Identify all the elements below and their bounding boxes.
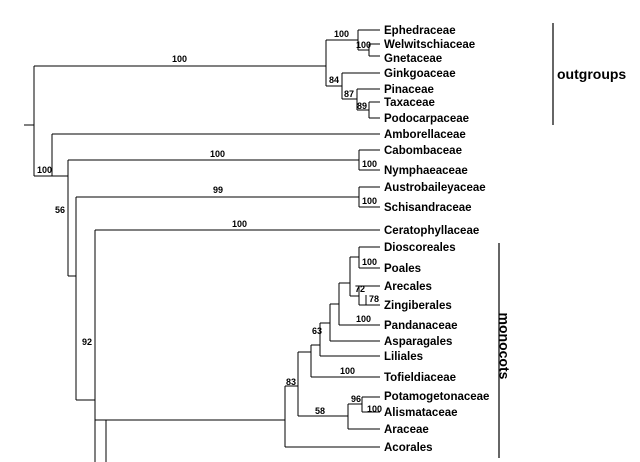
group-brackets: outgroups monocots [496, 23, 626, 458]
support-conifers: 84 [329, 75, 339, 85]
taxon-potamogetonaceae: Potamogetonaceae [384, 391, 489, 403]
taxon-araceae: Araceae [384, 424, 429, 436]
support-dioscoreales-poales: 100 [362, 257, 377, 267]
taxon-labels: Ephedraceae Welwitschiaceae Gnetaceae Gi… [384, 25, 489, 454]
support-pandanaceae: 100 [356, 314, 371, 324]
taxon-ephedraceae: Ephedraceae [384, 25, 456, 37]
taxon-arecales: Arecales [384, 281, 432, 293]
support-ceratophyllum-stem: 100 [232, 219, 247, 229]
taxon-austrobaileyaceae: Austrobaileyaceae [384, 182, 486, 194]
outgroups-label: outgroups [557, 66, 626, 82]
support-angio-rest: 56 [55, 205, 65, 215]
taxon-amborellaceae: Amborellaceae [384, 129, 466, 141]
taxon-tofieldiaceae: Tofieldiaceae [384, 372, 456, 384]
taxon-zingiberales: Zingiberales [384, 300, 452, 312]
support-alismataceae: 100 [367, 404, 382, 414]
taxon-asparagales: Asparagales [384, 336, 452, 348]
support-welwitschia-gnetum: 100 [356, 40, 371, 50]
taxon-poales: Poales [384, 263, 421, 275]
support-lilioid: 63 [312, 326, 322, 336]
taxon-welwitschiaceae: Welwitschiaceae [384, 39, 475, 51]
support-taxaceae-podocarpaceae: 89 [357, 101, 367, 111]
taxon-liliales: Liliales [384, 351, 423, 363]
support-austrobaileyales-stem: 99 [213, 185, 223, 195]
taxon-pinaceae: Pinaceae [384, 84, 434, 96]
monocots-label: monocots [496, 313, 512, 380]
taxon-schisandraceae: Schisandraceae [384, 202, 472, 214]
tree-branches [24, 29, 380, 462]
support-mesangio: 92 [82, 337, 92, 347]
support-nymphaeales-stem: 100 [210, 149, 225, 159]
taxon-alismataceae: Alismataceae [384, 407, 458, 419]
taxon-podocarpaceae: Podocarpaceae [384, 113, 469, 125]
taxon-acorales: Acorales [384, 442, 433, 454]
support-seed-plants: 100 [172, 54, 187, 64]
support-arecales-zingiberales: 72 [355, 284, 365, 294]
taxon-dioscoreales: Dioscoreales [384, 242, 456, 254]
support-zingiberales-inner: 78 [369, 294, 379, 304]
taxon-ginkgoaceae: Ginkgoaceae [384, 68, 456, 80]
support-pinaceae-taxaceae: 87 [344, 89, 354, 99]
support-alismatids: 58 [315, 406, 325, 416]
taxon-taxaceae: Taxaceae [384, 97, 435, 109]
support-nymphaeales: 100 [362, 159, 377, 169]
taxon-cabombaceae: Cabombaceae [384, 145, 462, 157]
taxon-ceratophyllaceae: Ceratophyllaceae [384, 225, 479, 237]
support-gnetales: 100 [334, 29, 349, 39]
taxon-nymphaeaceae: Nymphaeaceae [384, 165, 468, 177]
support-root: 100 [37, 165, 52, 175]
support-austrobaileyales: 100 [362, 196, 377, 206]
taxon-gnetaceae: Gnetaceae [384, 53, 442, 65]
support-potamogetonaceae: 96 [351, 394, 361, 404]
taxon-pandanaceae: Pandanaceae [384, 320, 458, 332]
support-monocots-core: 83 [286, 377, 296, 387]
support-tofieldiaceae: 100 [340, 366, 355, 376]
support-values: 100 100 100 84 87 89 100 56 100 100 99 1… [37, 29, 382, 416]
